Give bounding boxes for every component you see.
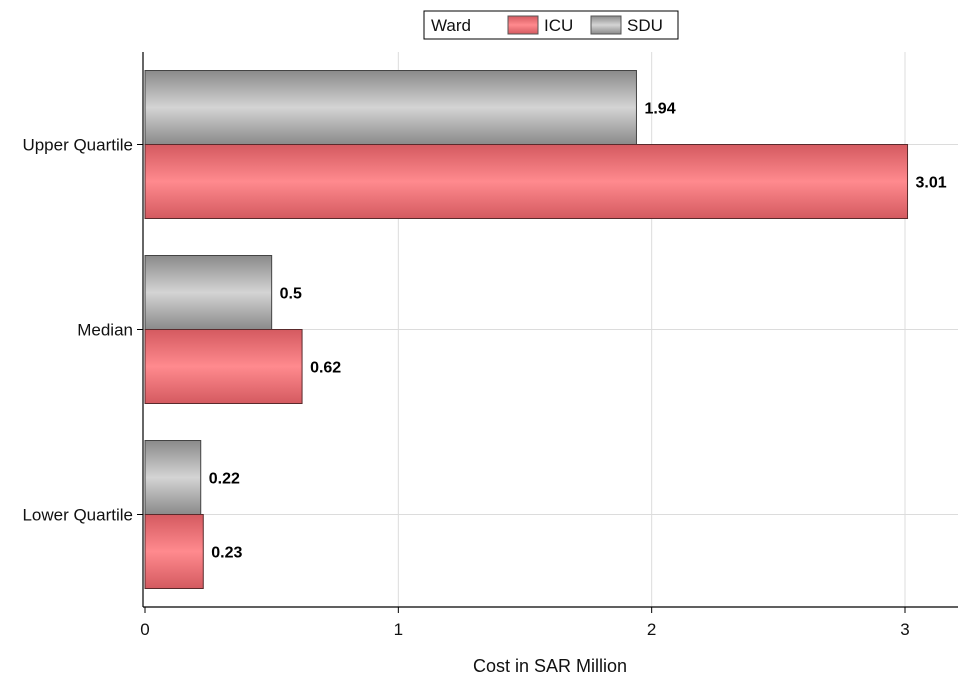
bar-sdu (144, 70, 637, 145)
legend: Ward ICU SDU (423, 10, 679, 40)
legend-swatch-sdu (590, 15, 622, 35)
data-label-icu: 3.01 (916, 175, 947, 192)
y-ticks: Upper Quartile Median Lower Quartile (22, 136, 143, 525)
bar-icu (144, 514, 204, 589)
x-tick-label: 3 (900, 620, 909, 639)
legend-swatch-icu (507, 15, 539, 35)
x-axis-title: Cost in SAR Million (473, 656, 627, 676)
x-tick-label: 0 (140, 620, 149, 639)
data-label-icu: 0.23 (211, 545, 242, 562)
legend-title: Ward (431, 16, 471, 35)
legend-label-sdu: SDU (627, 16, 663, 35)
x-tick-label: 2 (647, 620, 656, 639)
data-label-sdu: 0.5 (280, 286, 302, 303)
bar-icu (144, 329, 303, 404)
x-tick-label: 1 (394, 620, 403, 639)
data-labels: 1.94 0.5 0.22 3.01 0.62 0.23 (209, 101, 947, 562)
data-label-sdu: 0.22 (209, 471, 240, 488)
bar-icu (144, 144, 909, 219)
data-label-icu: 0.62 (310, 360, 341, 377)
data-label-sdu: 1.94 (644, 101, 675, 118)
bar-sdu (144, 440, 202, 515)
x-ticks: 0 1 2 3 (140, 607, 910, 639)
y-category-label: Median (77, 321, 133, 340)
bars (144, 70, 909, 589)
bar-sdu (144, 255, 273, 330)
y-category-label: Upper Quartile (22, 136, 133, 155)
legend-label-icu: ICU (544, 16, 573, 35)
y-category-label: Lower Quartile (22, 506, 133, 525)
legend-box (423, 10, 679, 40)
